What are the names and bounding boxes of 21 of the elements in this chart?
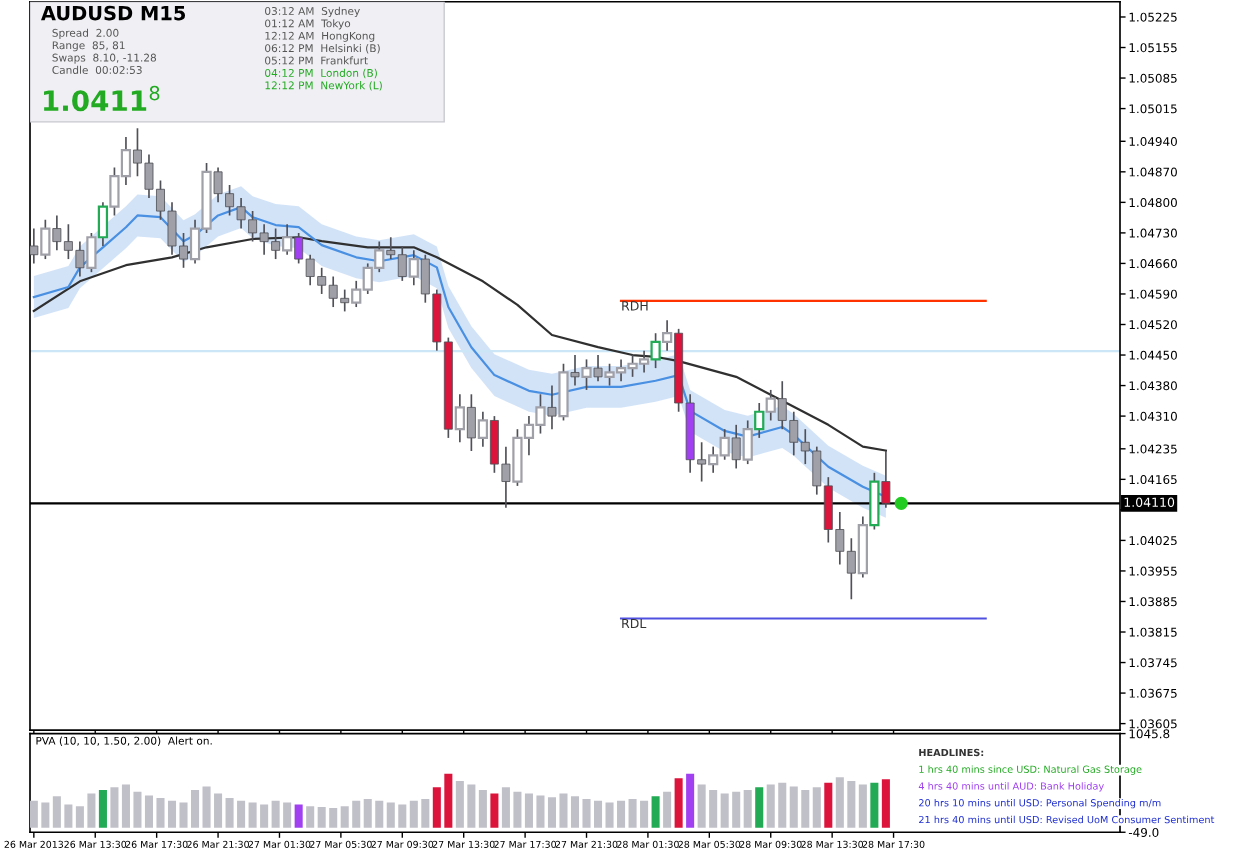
bar <box>110 787 119 828</box>
bar <box>858 784 867 828</box>
candlestick <box>881 450 891 509</box>
bar <box>478 789 487 828</box>
bar <box>294 804 303 828</box>
bar <box>651 796 660 828</box>
bar <box>686 773 695 828</box>
bar <box>663 791 672 828</box>
bar <box>881 779 890 828</box>
bar <box>490 793 499 828</box>
bar <box>743 789 752 828</box>
bar <box>98 789 107 828</box>
bar <box>824 782 833 828</box>
bar <box>812 787 821 828</box>
bar <box>306 806 315 828</box>
annotation: 1.0411$^{8}$ <box>44 85 160 112</box>
line-series <box>32 236 887 452</box>
chart-title: AUDUSD M15 <box>40 5 186 21</box>
bar <box>755 787 764 828</box>
bar <box>674 778 683 828</box>
bar <box>870 782 879 828</box>
